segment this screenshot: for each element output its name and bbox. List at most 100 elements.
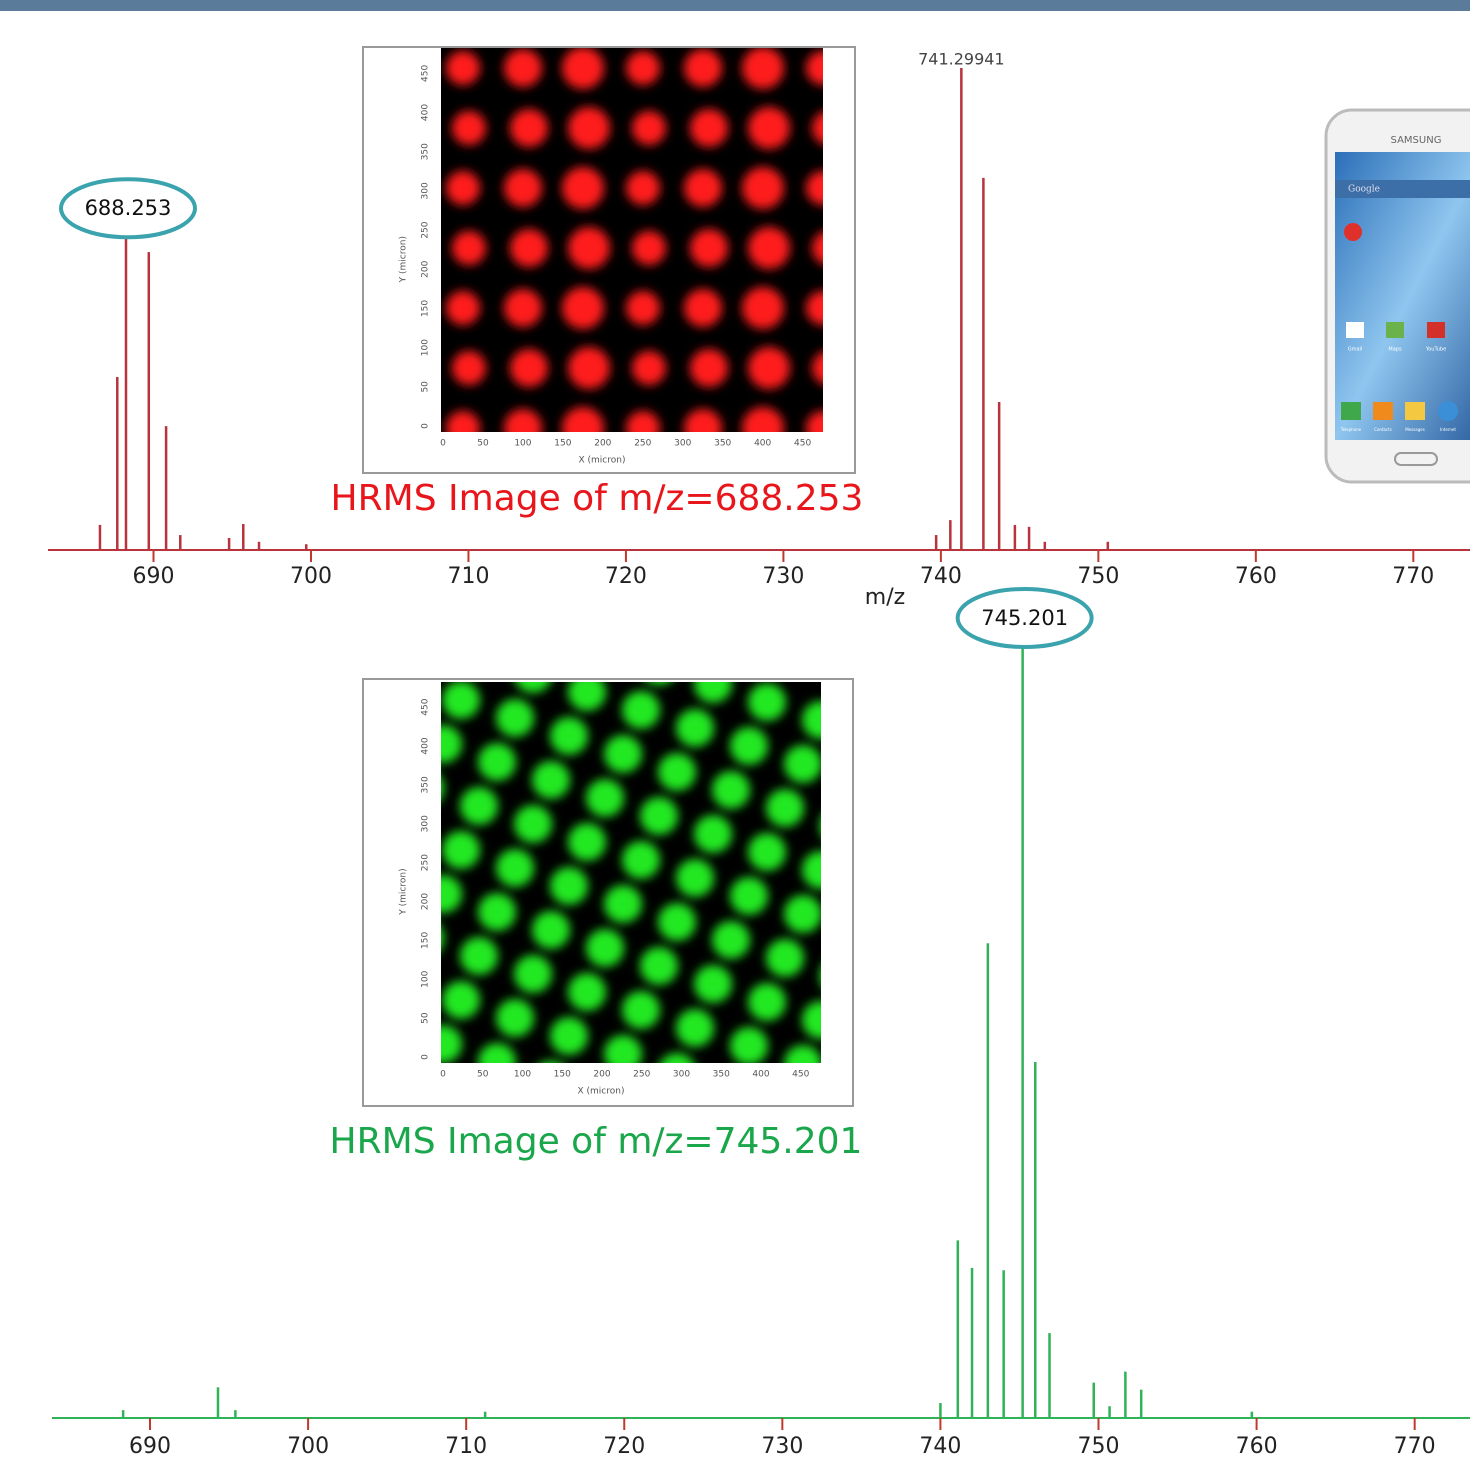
spot [280,1077,318,1115]
spot [226,909,264,947]
inset-y-tick-label: 50 [421,381,431,393]
inset-y-tick-label: 350 [421,776,431,793]
spot [586,779,624,817]
spot [352,601,390,639]
spot [532,911,570,949]
inset-y-tick-label: 250 [421,221,431,238]
app-icon [1346,322,1364,338]
inset-x-tick-label: 300 [674,439,691,449]
spot [766,789,804,827]
inset-x-tick-label: 0 [440,439,446,449]
spot [316,989,354,1027]
spot [684,169,722,207]
dock-icon [1405,402,1425,420]
spot [712,921,750,959]
spot [244,1015,282,1053]
spot [694,815,732,853]
inset-x-tick-label: 350 [714,439,731,449]
inset-y-tick-label: 200 [421,893,431,910]
x-tick-label: 740 [920,564,962,589]
x-tick-label: 750 [1078,1434,1120,1459]
spot [632,231,666,265]
spot [586,929,624,967]
annotation-label: 741.29941 [918,50,1005,69]
spot [504,169,542,207]
spot [676,859,714,897]
spot [280,777,318,815]
spot [262,971,300,1009]
dock-label: Contacts [1374,427,1392,432]
inset-y-tick-label: 300 [421,182,431,199]
spot [478,893,516,931]
x-tick-label: 710 [445,1434,487,1459]
search-text: Google [1348,185,1380,195]
spot [370,557,408,595]
top-bar [0,0,1470,11]
spot [562,167,604,209]
spot [694,665,732,703]
spot [298,733,336,771]
dock-icon [1341,402,1361,420]
inset-y-tick-label: 0 [421,423,431,429]
spot [684,289,722,327]
inset-y-tick-label: 300 [421,815,431,832]
spot [172,1041,210,1079]
inset-x-tick-label: 50 [477,1070,489,1080]
spot [452,351,486,385]
spot [446,171,480,205]
spot [452,231,486,265]
spot [406,619,444,657]
spot [280,927,318,965]
x-tick-label: 760 [1236,1434,1278,1459]
x-tick-label: 690 [129,1434,171,1459]
inset-y-tick-label: 100 [421,339,431,356]
spot [784,895,822,933]
spot [892,781,930,819]
inset-y-tick-label: 200 [421,260,431,277]
spot [514,955,552,993]
spot [510,109,548,147]
spot [442,981,480,1019]
spot [632,351,666,385]
x-tick-label: 730 [761,1434,803,1459]
inset-y-tick-label: 450 [421,698,431,715]
spot [910,887,948,925]
annotation-label: 688.253 [85,196,172,220]
spot [712,771,750,809]
inset-y-tick-label: 350 [421,143,431,160]
spot [550,867,588,905]
caption: HRMS Image of m/z=688.253 [331,478,864,519]
spot [690,109,728,147]
spot [748,683,786,721]
x-tick-label: 750 [1077,564,1119,589]
spot [226,1059,264,1097]
spot [748,833,786,871]
spot [478,593,516,631]
spot [532,761,570,799]
spot [856,869,894,907]
spot [928,843,966,881]
spot [658,903,696,941]
spot [730,727,768,765]
spot [298,1033,336,1071]
spot [766,1239,804,1277]
x-tick-label: 770 [1392,564,1434,589]
spot [244,865,282,903]
spot [478,743,516,781]
spot [604,735,642,773]
spot [504,289,542,327]
app-label: Gmail [1348,347,1363,353]
inset-x-tick-label: 250 [634,439,651,449]
app-icon [1427,322,1445,338]
dock-label: Telephone [1340,427,1362,432]
spot [694,965,732,1003]
inset-x-tick-label: 200 [594,439,611,449]
spot [316,689,354,727]
dock-label: Internet [1440,427,1456,432]
spot [626,171,660,205]
spot [568,347,610,389]
spot [690,229,728,267]
spot [550,717,588,755]
spot [510,349,548,387]
inset-y-tick-label: 50 [421,1012,431,1024]
